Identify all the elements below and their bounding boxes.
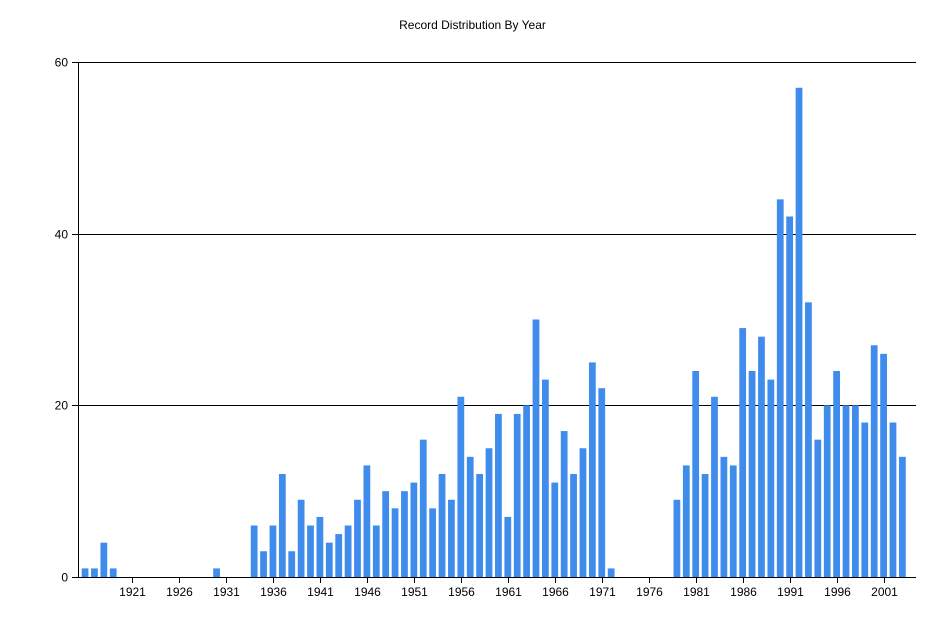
bar-1956	[457, 396, 465, 577]
bar-1972	[607, 568, 615, 577]
bar-1959	[485, 448, 493, 577]
bar-2000	[870, 345, 878, 577]
bar-2002	[889, 422, 897, 577]
y-tick-label: 60	[55, 56, 69, 70]
bar-1988	[758, 336, 765, 577]
bar-1938	[288, 551, 296, 577]
bar-1952	[419, 439, 427, 577]
bar-1966	[551, 482, 559, 577]
x-tick-label: 1946	[354, 585, 381, 599]
x-tick-label: 1956	[448, 585, 475, 599]
x-tick-label: 1971	[589, 585, 616, 599]
x-tick-label: 1996	[824, 585, 851, 599]
x-tick-label: 2001	[871, 585, 898, 599]
bar-1946	[363, 465, 371, 577]
bar-1958	[476, 474, 483, 577]
bar-1990	[776, 199, 784, 577]
bar-1917	[91, 568, 98, 577]
bar-1993	[805, 302, 812, 577]
bar-1981	[692, 371, 700, 577]
bar-2003	[899, 456, 906, 577]
x-tick-label: 1961	[495, 585, 522, 599]
bar-1984	[720, 456, 728, 577]
grid-lines	[78, 62, 916, 406]
bar-1957	[466, 456, 474, 577]
axes	[72, 62, 916, 583]
x-tick-label: 1991	[777, 585, 804, 599]
x-tick-label: 1941	[307, 585, 334, 599]
bar-1943	[335, 534, 343, 577]
bar-1964	[532, 319, 540, 577]
bar-1948	[382, 491, 390, 577]
bar-1954	[438, 474, 446, 577]
bar-1919	[109, 568, 117, 577]
bar-1971	[598, 388, 606, 577]
bar-1997	[842, 405, 850, 577]
bar-1992	[795, 87, 803, 577]
bar-1962	[513, 413, 521, 577]
bar-1947	[372, 525, 380, 577]
bar-1961	[504, 516, 512, 577]
bar-1989	[767, 379, 775, 577]
bar-1970	[588, 362, 596, 577]
bar-1999	[861, 422, 869, 577]
x-tick-label: 1951	[401, 585, 428, 599]
bar-1998	[852, 405, 859, 577]
bar-1980	[682, 465, 690, 577]
bar-1936	[269, 525, 277, 577]
bar-1937	[278, 474, 286, 577]
bar-1941	[316, 516, 324, 577]
bar-1995	[823, 405, 831, 577]
bar-1965	[542, 379, 549, 577]
bar-1939	[297, 499, 305, 577]
y-tick-label: 0	[61, 571, 68, 585]
bar-1918	[100, 542, 108, 577]
bar-1983	[711, 396, 718, 577]
bar-1985	[729, 465, 737, 577]
bars	[81, 87, 906, 577]
x-tick-label: 1986	[730, 585, 757, 599]
x-tick-label: 1936	[260, 585, 287, 599]
bar-2001	[880, 353, 887, 577]
x-tick-label: 1931	[213, 585, 240, 599]
bar-1963	[523, 405, 530, 577]
bar-1940	[307, 525, 314, 577]
y-tick-label: 40	[55, 228, 69, 242]
bar-1953	[429, 508, 437, 577]
bar-1945	[354, 499, 361, 577]
chart-title: Record Distribution By Year	[399, 18, 546, 32]
bar-1982	[701, 474, 709, 577]
bar-1960	[495, 413, 502, 577]
bar-1994	[814, 439, 822, 577]
bar-1935	[260, 551, 267, 577]
x-tick-label: 1921	[119, 585, 146, 599]
x-tick-label: 1981	[683, 585, 710, 599]
bar-1967	[560, 431, 568, 577]
bar-1968	[570, 474, 577, 577]
x-tick-label: 1966	[542, 585, 569, 599]
bar-1991	[786, 216, 794, 577]
bar-1996	[833, 371, 840, 577]
bar-1949	[391, 508, 399, 577]
bar-1950	[401, 491, 408, 577]
bar-1969	[579, 448, 587, 577]
bar-1979	[673, 499, 681, 577]
bar-1986	[739, 328, 747, 577]
bar-1951	[410, 482, 418, 577]
tick-labels: 0 20 40 60 1921 1926 1931 1936 1941 1946 1951 1956 1…	[55, 56, 899, 600]
bar-1955	[448, 499, 455, 577]
bar-1916	[81, 568, 89, 577]
bar-1944	[344, 525, 352, 577]
bar-1934	[250, 525, 258, 577]
y-tick-label: 20	[55, 399, 69, 413]
x-tick-label: 1976	[636, 585, 663, 599]
x-tick-label: 1926	[166, 585, 193, 599]
bar-1987	[748, 371, 756, 577]
bar-1930	[213, 568, 220, 577]
bar-1942	[325, 542, 333, 577]
